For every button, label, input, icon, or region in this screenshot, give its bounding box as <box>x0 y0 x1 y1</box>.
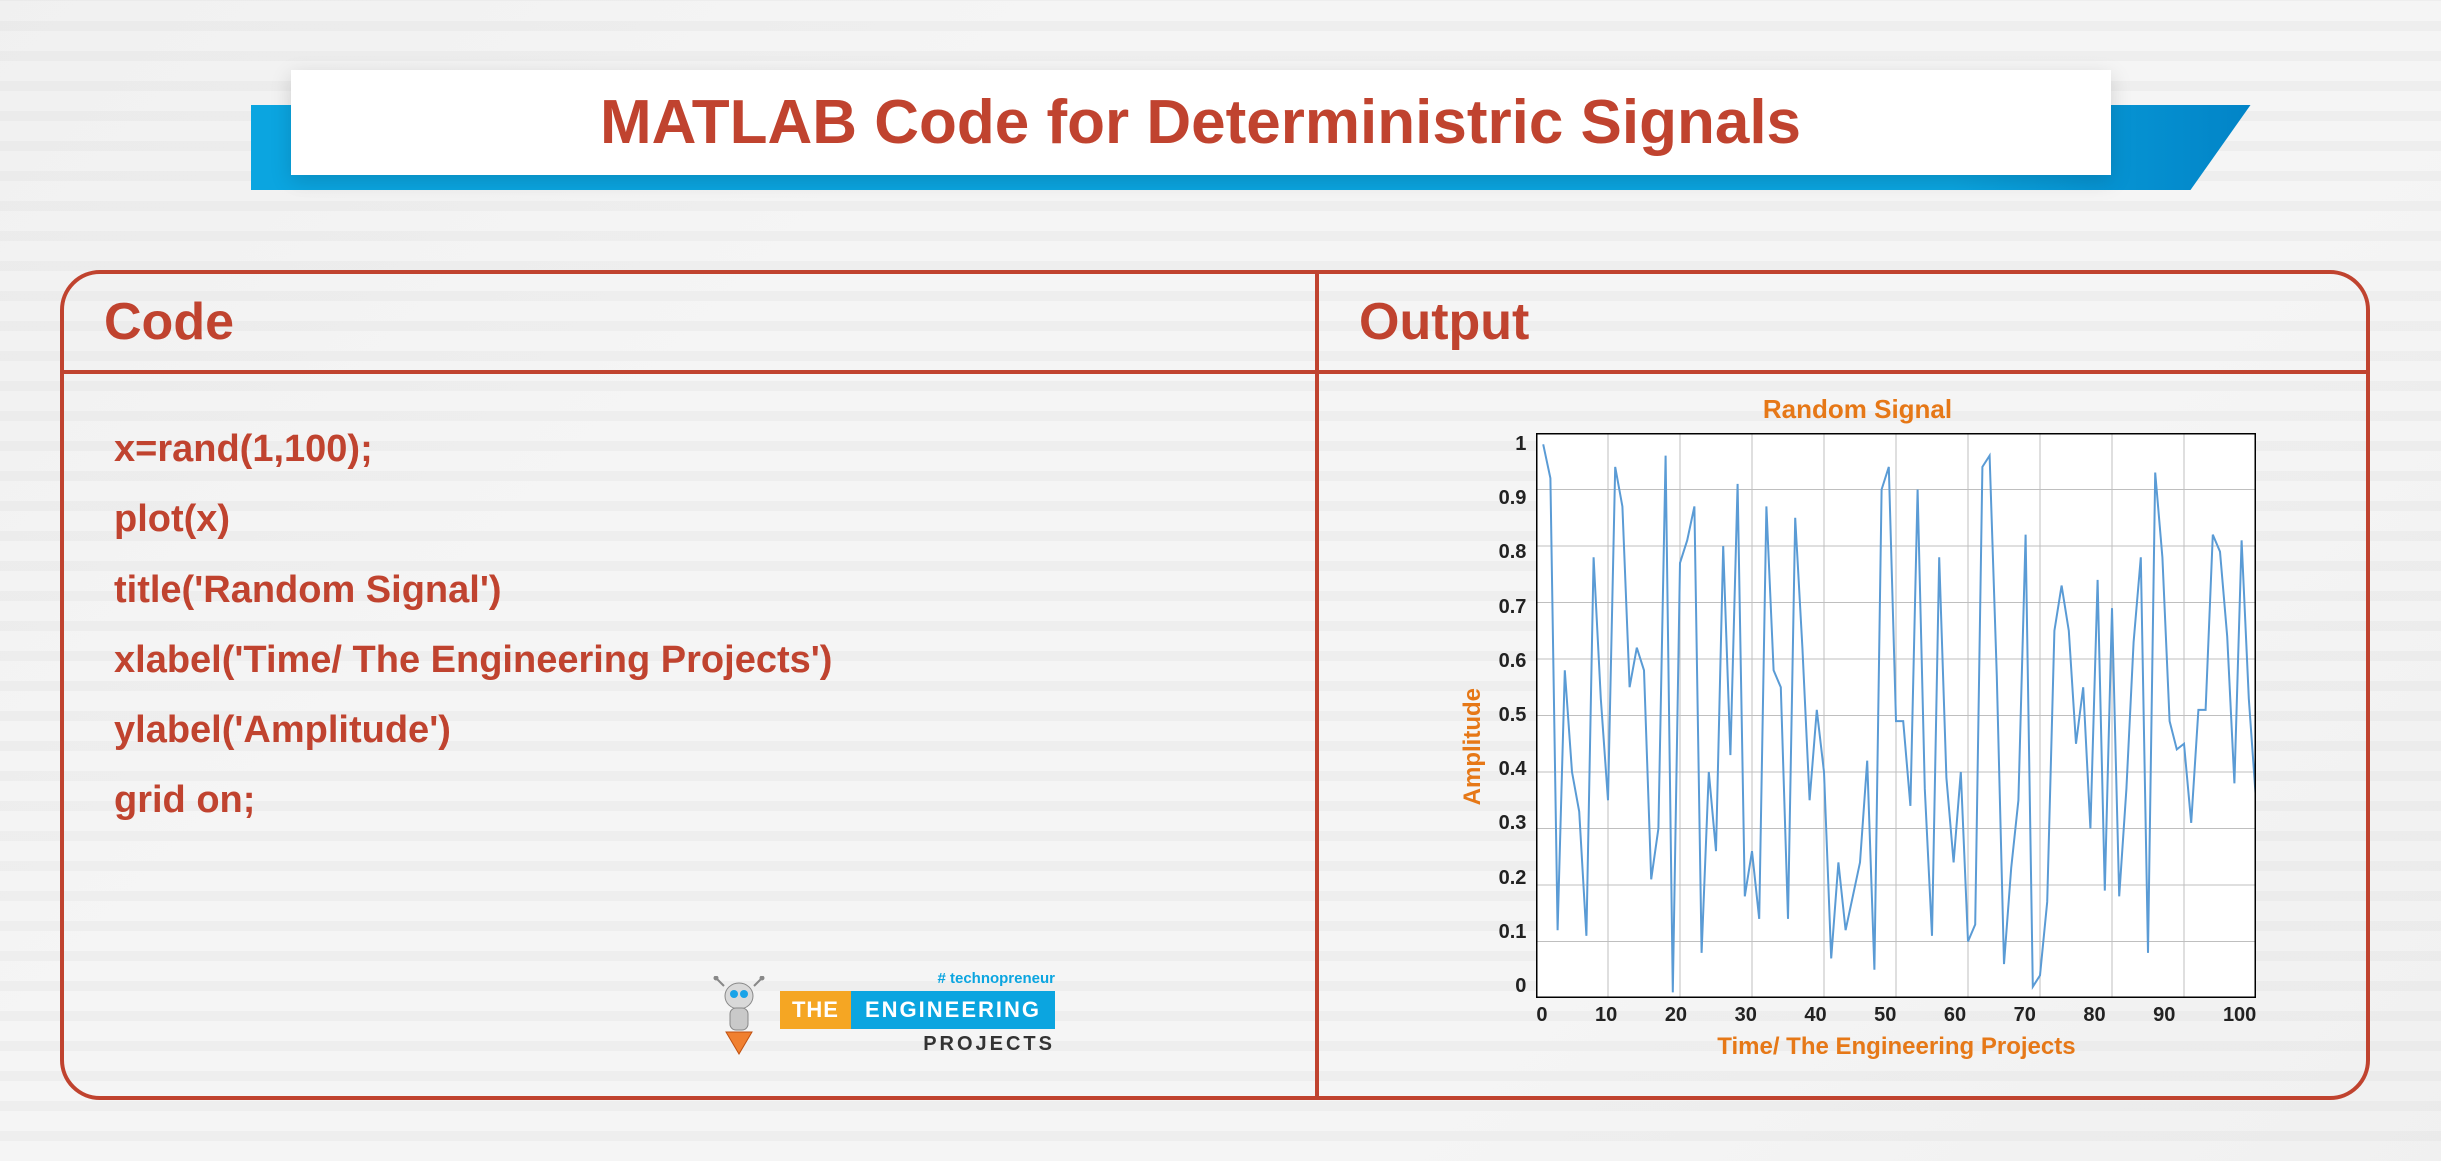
page-title: MATLAB Code for Deterministric Signals <box>600 87 1801 158</box>
code-line: grid on; <box>114 765 1265 835</box>
chart-title: Random Signal <box>1763 394 1952 425</box>
code-panel: Code x=rand(1,100); plot(x) title('Rando… <box>64 274 1319 1096</box>
output-panel: Output Random Signal Amplitude 10.90.80.… <box>1319 274 2366 1096</box>
logo-projects: PROJECTS <box>923 1033 1055 1056</box>
ytick-labels: 10.90.80.70.60.50.40.30.20.10 <box>1499 433 1527 998</box>
line-chart <box>1536 433 2256 998</box>
code-line: x=rand(1,100); <box>114 414 1265 484</box>
chart-container: Amplitude 10.90.80.70.60.50.40.30.20.10 … <box>1459 433 2257 1061</box>
xtick-labels: 0102030405060708090100 <box>1536 1004 2256 1027</box>
title-banner: MATLAB Code for Deterministric Signals <box>171 70 2271 210</box>
code-line: plot(x) <box>114 484 1265 554</box>
brand-logo: # technopreneur THE ENGINEERING PROJECTS <box>704 970 1055 1056</box>
code-header: Code <box>64 274 1315 374</box>
code-body: x=rand(1,100); plot(x) title('Random Sig… <box>64 374 1315 1096</box>
output-body: Random Signal Amplitude 10.90.80.70.60.5… <box>1319 374 2366 1096</box>
logo-bar: THE ENGINEERING <box>780 991 1055 1029</box>
content-container: Code x=rand(1,100); plot(x) title('Rando… <box>60 270 2370 1100</box>
logo-the: THE <box>780 991 851 1029</box>
logo-engineering: ENGINEERING <box>851 991 1055 1029</box>
chart-xlabel: Time/ The Engineering Projects <box>1536 1033 2256 1061</box>
robot-mascot-icon <box>704 976 774 1056</box>
code-line: xlabel('Time/ The Engineering Projects') <box>114 625 1265 695</box>
code-line: ylabel('Amplitude') <box>114 695 1265 765</box>
title-card: MATLAB Code for Deterministric Signals <box>291 70 2111 175</box>
chart-ylabel: Amplitude <box>1459 688 1487 805</box>
output-header: Output <box>1319 274 2366 374</box>
logo-hashtag: # technopreneur <box>937 970 1055 987</box>
code-line: title('Random Signal') <box>114 555 1265 625</box>
logo-text: # technopreneur THE ENGINEERING PROJECTS <box>780 970 1055 1056</box>
